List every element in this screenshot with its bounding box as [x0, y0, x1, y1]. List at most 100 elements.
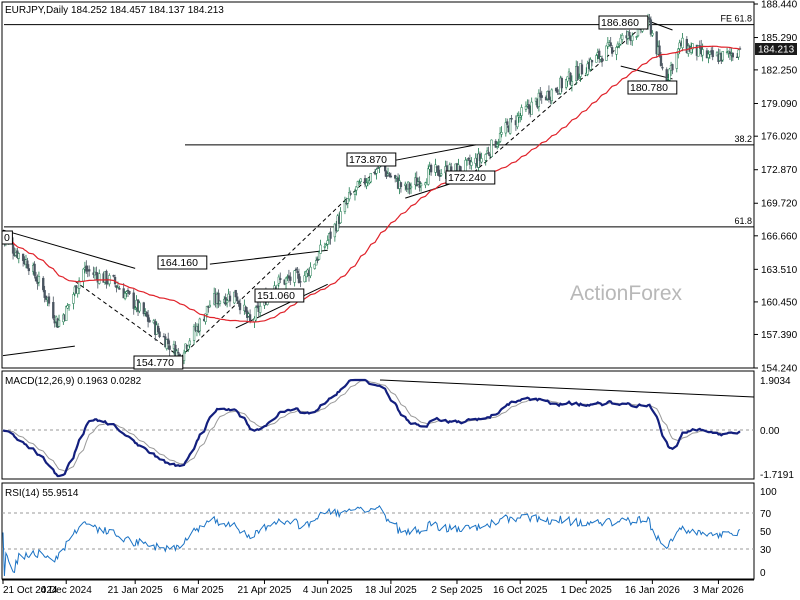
rsi-header: RSI(14) 55.9514 — [5, 488, 79, 499]
candle-body — [188, 340, 191, 346]
candle-body — [329, 231, 332, 239]
candle-body — [671, 64, 674, 71]
price-tick-label: 166.660 — [761, 231, 798, 242]
candle-body — [134, 307, 137, 310]
date-tick-label: 6 Mar 2025 — [173, 585, 224, 596]
date-tick-label: 3 Mar 2026 — [693, 585, 744, 596]
candle-body — [363, 178, 367, 185]
candle-body — [157, 325, 160, 333]
candle-body — [484, 154, 487, 161]
candle-body — [299, 281, 302, 283]
candle-body — [735, 56, 739, 58]
candle-body — [516, 115, 519, 128]
candle-body — [550, 89, 553, 102]
candles — [1, 13, 742, 365]
candle-body — [236, 296, 239, 302]
candle-body — [697, 45, 700, 57]
rsi-tick-0: 0 — [760, 568, 766, 579]
candle-body — [580, 64, 584, 75]
candle-body — [112, 274, 115, 277]
candle-body — [524, 106, 528, 110]
candle-body — [404, 183, 407, 186]
swing-label-box — [627, 80, 678, 95]
candle-body — [27, 268, 31, 272]
swing-label: 172.240 — [448, 172, 486, 184]
candle-body — [225, 300, 229, 303]
candle-body — [369, 173, 372, 183]
candle-body — [233, 291, 236, 304]
candle-body — [506, 121, 509, 125]
swing-label: 0 — [4, 232, 10, 244]
candle-body — [259, 305, 262, 313]
main-pane: FE 61.8 38.2 61.8 186.860 180.780 173.870 172… — [1, 0, 798, 375]
candle-body — [557, 93, 561, 95]
candle-body — [586, 63, 589, 75]
candle-body — [649, 19, 653, 35]
candle-body — [138, 302, 141, 312]
candle-body — [707, 53, 710, 58]
candle-body — [389, 175, 393, 178]
fib-level-label: 38.2 — [734, 134, 752, 144]
candle-body — [498, 133, 502, 142]
candle-body — [105, 270, 108, 285]
date-tick-label: 21 Oct 2024 — [3, 585, 58, 596]
candle-body — [277, 276, 280, 284]
candle-body — [47, 296, 51, 304]
candle-body — [293, 270, 296, 283]
candle-body — [569, 72, 572, 85]
candle-body — [728, 51, 732, 55]
main-frame — [1, 1, 755, 369]
candle-body — [244, 306, 247, 312]
candle-body — [349, 193, 352, 195]
candle-body — [547, 90, 551, 101]
candle-body — [34, 276, 38, 282]
candle-body — [254, 307, 257, 321]
candle-body — [576, 66, 579, 80]
candle-body — [356, 181, 360, 189]
candle-body — [599, 56, 602, 60]
trendline — [74, 280, 179, 357]
date-tick-label: 16 Jan 2026 — [625, 585, 680, 596]
candle-body — [76, 287, 79, 295]
candle-body — [537, 92, 541, 107]
trendline — [2, 345, 75, 357]
candle-body — [217, 292, 220, 305]
price-tick-label: 157.390 — [761, 330, 798, 341]
candle-body — [661, 66, 664, 69]
candle-body — [145, 311, 148, 317]
fib-level-label: 61.8 — [734, 216, 752, 226]
fib-level-label: FE 61.8 — [720, 14, 752, 24]
candle-body — [192, 325, 196, 341]
candle-body — [95, 271, 98, 276]
candle-body — [182, 352, 186, 361]
swing-label-box — [157, 255, 208, 270]
candle-body — [510, 117, 513, 120]
candle-body — [303, 275, 306, 283]
candle-body — [317, 251, 321, 260]
date-tick-label: 1 Dec 2025 — [561, 585, 613, 596]
candle-body — [123, 293, 127, 300]
candle-body — [248, 314, 252, 322]
price-tick-label: 169.720 — [761, 199, 798, 210]
macd-line — [2, 378, 741, 478]
candle-body — [504, 122, 507, 134]
candle-body — [21, 253, 25, 261]
candle-body — [590, 60, 594, 63]
macd-tick-zero: 0.00 — [760, 426, 780, 437]
candle-body — [168, 345, 171, 350]
rsi-line — [2, 504, 741, 577]
candle-body — [88, 269, 91, 272]
candle-body — [177, 352, 180, 354]
candle-body — [437, 165, 440, 176]
swing-labels: 186.860 180.780 173.870 172.240 164.160 151.0… — [1, 15, 678, 370]
candle-body — [17, 253, 20, 259]
candle-body — [118, 288, 121, 290]
candle-body — [85, 265, 88, 272]
candle-body — [577, 77, 581, 79]
candle-body — [478, 153, 482, 161]
macd-tick-min: -1.7191 — [760, 470, 794, 481]
candle-body — [619, 37, 622, 45]
candle-body — [668, 68, 671, 81]
candle-body — [323, 246, 326, 248]
